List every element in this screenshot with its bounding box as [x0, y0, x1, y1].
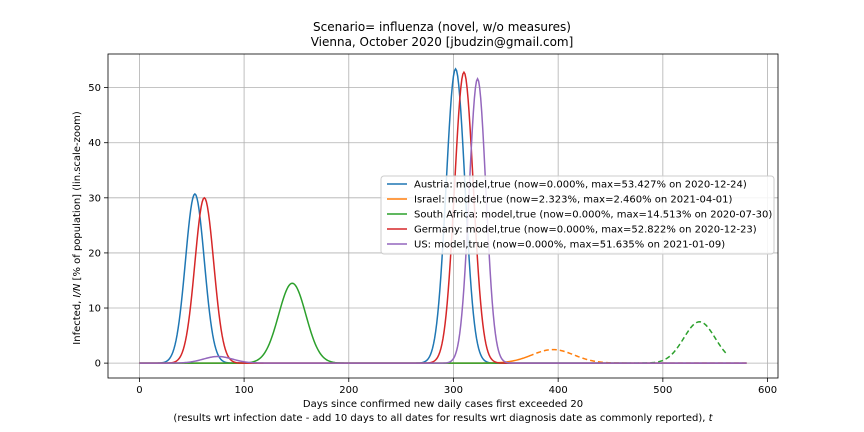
legend: Austria: model,true (now=0.000%, max=53.…	[380, 175, 775, 255]
y-axis-label: Infected, I/N [% of population] (lin.sca…	[72, 111, 83, 345]
legend-entry: US: model,true (now=0.000%, max=51.635% …	[414, 240, 725, 251]
legend-entry: Austria: model,true (now=0.000%, max=53.…	[414, 180, 747, 191]
y-axis-label-prefix: Infected,	[72, 301, 83, 345]
x-tick-label: 200	[339, 385, 358, 396]
series-line-1-forecast	[528, 348, 747, 364]
plot-frame	[107, 53, 779, 379]
chart-title: Scenario= influenza (novel, w/o measures…	[313, 20, 571, 34]
y-tick-label: 50	[88, 83, 101, 94]
x-tick-label: 0	[136, 385, 142, 396]
y-tick-label: 0	[95, 359, 101, 370]
y-axis-ticks: 0 10 20 30 40 50	[88, 83, 108, 370]
x-axis-label: Days since confirmed new daily cases fir…	[303, 399, 583, 410]
x-axis-variable: t	[709, 413, 714, 424]
series-line-2-observed	[139, 282, 627, 364]
x-tick-label: 400	[549, 385, 568, 396]
x-axis-label-note: (results wrt infection date - add 10 day…	[173, 413, 713, 424]
legend-entry: Israel: model,true (now=2.323%, max=2.46…	[414, 195, 733, 206]
legend-entry: South Africa: model,true (now=0.000%, ma…	[414, 210, 772, 221]
legend-box	[380, 175, 775, 255]
chart-subtitle: Vienna, October 2020 [jbudzin@gmail.com]	[311, 35, 574, 49]
y-axis-variable: I/N	[72, 283, 83, 297]
y-tick-label: 40	[88, 138, 101, 149]
x-tick-label: 300	[444, 385, 463, 396]
y-tick-label: 10	[88, 304, 101, 315]
y-tick-label: 30	[88, 193, 101, 204]
x-tick-label: 500	[653, 385, 672, 396]
y-axis-label-suffix: [% of population] (lin.scale-zoom)	[72, 111, 83, 280]
series-line-4	[139, 77, 747, 364]
x-axis-label-note-text: (results wrt infection date - add 10 day…	[173, 413, 705, 424]
x-tick-label: 100	[235, 385, 254, 396]
y-tick-label: 20	[88, 248, 101, 259]
x-tick-label: 600	[758, 385, 777, 396]
legend-entry: Germany: model,true (now=0.000%, max=52.…	[414, 225, 757, 236]
series-line-2-forecast	[626, 321, 727, 364]
x-axis-ticks: 0 100 200 300 400 500 600	[136, 378, 777, 396]
